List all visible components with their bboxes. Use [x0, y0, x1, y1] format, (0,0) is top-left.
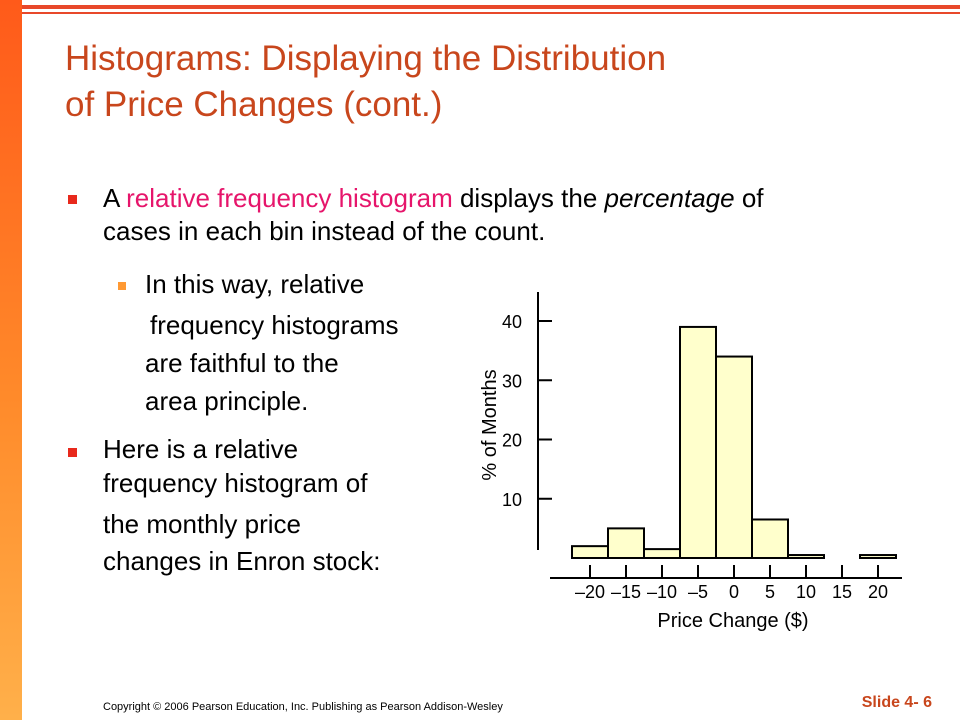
slide-title: Histograms: Displaying the Distribution …	[65, 36, 925, 128]
chart-y-ticks: 10 20 30 40	[502, 312, 552, 510]
histogram-bar	[571, 545, 609, 559]
x-tick-label: 0	[729, 582, 739, 602]
y-tick-label: 30	[502, 371, 522, 391]
bullet-2-line4: changes in Enron stock:	[103, 546, 381, 576]
bullet-1-highlight: relative frequency histogram	[126, 183, 453, 213]
bullet-1-line2: cases in each bin instead of the count.	[103, 216, 546, 246]
bullet-marker	[68, 448, 77, 457]
chart-axes	[537, 292, 902, 579]
histogram-bar	[679, 325, 717, 559]
histogram-bar	[751, 518, 789, 560]
histogram-bar	[643, 548, 681, 559]
top-rule-thin	[22, 12, 960, 14]
left-accent-bar	[0, 0, 22, 720]
x-tick-label: –15	[611, 582, 641, 602]
sub-bullet-marker	[118, 282, 126, 290]
slide-number: Slide 4- 6	[861, 694, 932, 711]
chart-bars	[571, 325, 897, 560]
y-tick-label: 10	[502, 490, 522, 510]
bullet-1-line1: A relative frequency histogram displays …	[103, 182, 764, 215]
x-axis-label: Price Change ($)	[657, 610, 808, 632]
histogram-bar	[787, 554, 825, 560]
y-tick-label: 20	[502, 431, 522, 451]
sub-bullet-line1: In this way, relative	[145, 269, 365, 299]
sub-bullet-line2: frequency histograms	[150, 310, 399, 340]
bullet-1-text-a: A	[103, 183, 127, 213]
x-tick-label: –20	[575, 582, 605, 602]
y-axis-label: % of Months	[479, 369, 501, 480]
bullet-1-text-c: of	[734, 183, 764, 213]
histogram-bar	[859, 554, 897, 560]
bullet-2-line3: the monthly price	[103, 509, 301, 539]
bullet-2-line1: Here is a relative	[103, 434, 299, 464]
slide-title-line2: of Price Changes (cont.)	[65, 85, 443, 124]
histogram-bar	[607, 527, 645, 559]
x-tick-label: 15	[832, 582, 852, 602]
copyright-text: Copyright © 2006 Pearson Education, Inc.…	[103, 701, 503, 713]
x-tick-label: –10	[647, 582, 677, 602]
x-tick-label: 20	[868, 582, 888, 602]
sub-bullet-line4: area principle.	[145, 386, 309, 416]
histogram-bar	[715, 355, 753, 559]
bullet-1-text-b: displays the	[452, 183, 605, 213]
histogram-chart: 10 20 30 40 –20 –15 –10 –5 0 5 10 15 20 Price Chang…	[479, 292, 902, 632]
slide-title-line1: Histograms: Displaying the Distribution	[65, 39, 667, 78]
bullet-2-line2: frequency histogram of	[103, 468, 368, 498]
y-tick-label: 40	[502, 312, 522, 332]
sub-bullet-line3: are faithful to the	[145, 348, 339, 378]
chart-x-ticks: –20 –15 –10 –5 0 5 10 15 20	[575, 565, 888, 602]
bullet-marker	[68, 195, 77, 204]
bullet-1-italic: percentage	[604, 183, 735, 213]
x-tick-label: –5	[688, 582, 708, 602]
x-tick-label: 10	[796, 582, 816, 602]
x-tick-label: 5	[765, 582, 775, 602]
top-rule	[22, 5, 960, 9]
